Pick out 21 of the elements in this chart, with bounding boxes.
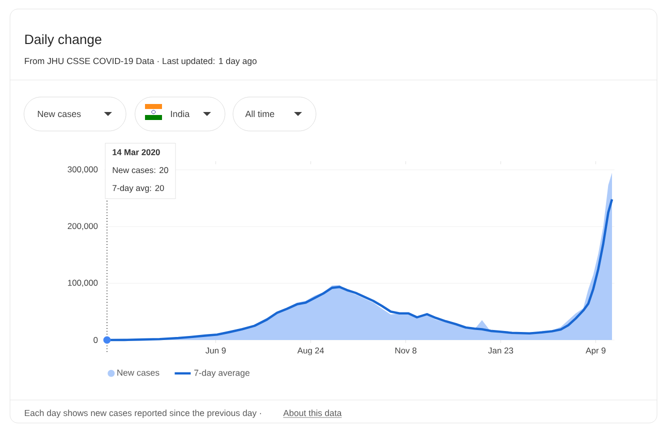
x-tick-label: Aug 24 bbox=[297, 348, 324, 356]
text: India bbox=[171, 110, 190, 118]
y-tick-label: 0 bbox=[94, 337, 98, 343]
text: About this data bbox=[283, 410, 342, 416]
text: All time bbox=[245, 110, 274, 118]
x-tick-label: Nov 8 bbox=[395, 348, 416, 354]
chart-title: Daily change bbox=[25, 34, 102, 47]
y-tick-label: 300,000 bbox=[68, 166, 98, 174]
y-tick-label: 100,000 bbox=[68, 280, 98, 287]
legend-label: 7-day average bbox=[194, 369, 250, 378]
text: New cases bbox=[38, 110, 81, 118]
x-tick-label: Jun 9 bbox=[206, 348, 226, 354]
text: 14 Mar 2020 bbox=[112, 149, 160, 156]
x-tick-label: Apr 9 bbox=[586, 348, 606, 356]
x-tick-label: Jan 23 bbox=[488, 348, 514, 354]
text: Each day shows new cases reported since the previous day · bbox=[24, 410, 261, 418]
annotation: 7-day avg: 20 bbox=[112, 184, 164, 193]
legend-label: New cases bbox=[117, 370, 160, 376]
annotation: New cases: 20 bbox=[112, 167, 168, 174]
y-tick-label: 200,000 bbox=[68, 223, 98, 230]
chart-subtitle: From JHU CSSE COVID-19 Data · Last updated: 1 day ago bbox=[24, 58, 257, 66]
